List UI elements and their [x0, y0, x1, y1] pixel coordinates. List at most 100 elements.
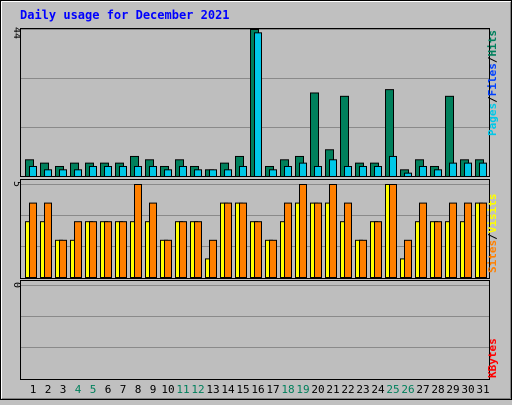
x-tick-label: 31 — [476, 383, 489, 396]
bar-pages-day-2 — [44, 169, 52, 177]
x-tick-label: 17 — [266, 383, 279, 396]
bar-pages-day-17 — [269, 169, 277, 177]
kbytes-ymax-label: 0 — [11, 282, 22, 288]
bar-pages-day-5 — [89, 165, 97, 178]
bar-sites-day-4 — [74, 221, 82, 278]
x-tick-label: 19 — [296, 383, 309, 396]
x-tick-label: 14 — [221, 383, 235, 396]
bar-sites-day-5 — [89, 221, 97, 278]
legend-sites: Sites — [486, 240, 499, 273]
legend-visits-sites: Sites/Visits — [486, 194, 499, 274]
x-axis-labels: 1 2 3 4 5 6 7 8 9 10 11 12 13 14 15 16 17 18 19 20 21 22 23 24 2… — [30, 383, 490, 396]
x-tick-label: 1 — [30, 383, 37, 396]
legend-hits-files-pages: Pages/Files/Hits — [486, 30, 499, 136]
chart-title: Daily usage for December 2021 — [20, 8, 230, 22]
x-tick-label: 11 — [176, 383, 189, 396]
bar-pages-day-6 — [104, 165, 112, 178]
bar-sites-day-31 — [479, 202, 487, 279]
bar-sites-day-12 — [194, 221, 202, 278]
bar-pages-day-3 — [59, 169, 67, 177]
x-tick-label: 20 — [311, 383, 324, 396]
bar-pages-day-16 — [254, 32, 262, 177]
x-tick-label: 25 — [386, 383, 399, 396]
x-tick-label: 13 — [206, 383, 219, 396]
bar-pages-day-1 — [29, 165, 37, 178]
kbytes-panel-bg — [20, 280, 490, 380]
bar-sites-day-22 — [344, 202, 352, 279]
x-tick-label: 27 — [416, 383, 429, 396]
legend-sep-2: / — [486, 56, 499, 63]
bar-pages-day-23 — [359, 165, 367, 178]
bar-sites-day-30 — [464, 202, 472, 279]
bar-sites-day-9 — [149, 202, 157, 279]
x-tick-label: 9 — [150, 383, 157, 396]
bar-pages-day-15 — [239, 165, 247, 178]
bar-sites-day-15 — [239, 202, 247, 279]
bar-pages-day-14 — [224, 169, 232, 177]
bar-sites-day-8 — [134, 184, 142, 278]
bar-sites-day-28 — [434, 221, 442, 278]
hits-ymax-label: 44 — [11, 27, 22, 39]
legend-visits: Visits — [486, 194, 499, 234]
bar-sites-day-10 — [164, 239, 172, 279]
bar-pages-day-26 — [404, 172, 412, 177]
x-tick-label: 8 — [135, 383, 142, 396]
bar-sites-day-26 — [404, 239, 412, 279]
bar-pages-day-11 — [179, 165, 187, 178]
bar-sites-day-2 — [44, 202, 52, 279]
bar-sites-day-21 — [329, 184, 337, 278]
x-tick-label: 16 — [251, 383, 264, 396]
bar-pages-day-30 — [464, 162, 472, 178]
bar-sites-day-14 — [224, 202, 232, 279]
x-tick-label: 18 — [281, 383, 294, 396]
bar-pages-day-10 — [164, 169, 172, 177]
bar-pages-day-22 — [344, 165, 352, 178]
bars-layer — [25, 29, 487, 279]
x-tick-label: 22 — [341, 383, 354, 396]
bar-sites-day-19 — [299, 184, 307, 278]
x-tick-label: 28 — [431, 383, 444, 396]
bar-pages-day-13 — [209, 169, 217, 177]
x-tick-label: 6 — [105, 383, 112, 396]
bar-pages-day-8 — [134, 165, 142, 178]
bar-sites-day-3 — [59, 239, 67, 279]
bar-pages-day-28 — [434, 169, 442, 177]
x-tick-label: 29 — [446, 383, 459, 396]
bar-sites-day-7 — [119, 221, 127, 278]
bar-pages-day-24 — [374, 165, 382, 178]
legend-hits: Hits — [486, 30, 499, 57]
legend-sep-1: / — [486, 96, 499, 103]
bar-sites-day-18 — [284, 202, 292, 279]
x-tick-label: 24 — [371, 383, 385, 396]
legend-files: Files — [486, 63, 499, 96]
bar-pages-day-18 — [284, 165, 292, 178]
bar-sites-day-13 — [209, 239, 217, 279]
bar-hits-day-22 — [340, 95, 349, 177]
bar-pages-day-7 — [119, 165, 127, 178]
bar-pages-day-4 — [74, 169, 82, 177]
x-tick-label: 3 — [60, 383, 67, 396]
bar-pages-day-31 — [479, 162, 487, 178]
bar-sites-day-29 — [449, 202, 457, 279]
x-tick-label: 4 — [75, 383, 82, 396]
x-tick-label: 21 — [326, 383, 339, 396]
x-tick-label: 15 — [236, 383, 249, 396]
bar-pages-day-20 — [314, 165, 322, 178]
bar-hits-day-20 — [310, 92, 319, 177]
x-tick-label: 23 — [356, 383, 369, 396]
bar-pages-day-12 — [194, 169, 202, 177]
x-tick-label: 10 — [161, 383, 174, 396]
x-tick-label: 26 — [401, 383, 414, 396]
bar-pages-day-19 — [299, 162, 307, 178]
bar-sites-day-1 — [29, 202, 37, 279]
legend-pages: Pages — [486, 103, 499, 136]
bar-pages-day-27 — [419, 165, 427, 178]
legend-kbytes: KBytes — [486, 338, 499, 378]
x-tick-label: 12 — [191, 383, 204, 396]
bar-pages-day-9 — [149, 165, 157, 178]
visits-ymax-label: 5 — [11, 181, 22, 187]
bar-sites-day-6 — [104, 221, 112, 278]
x-tick-label: 30 — [461, 383, 474, 396]
bar-sites-day-16 — [254, 221, 262, 278]
